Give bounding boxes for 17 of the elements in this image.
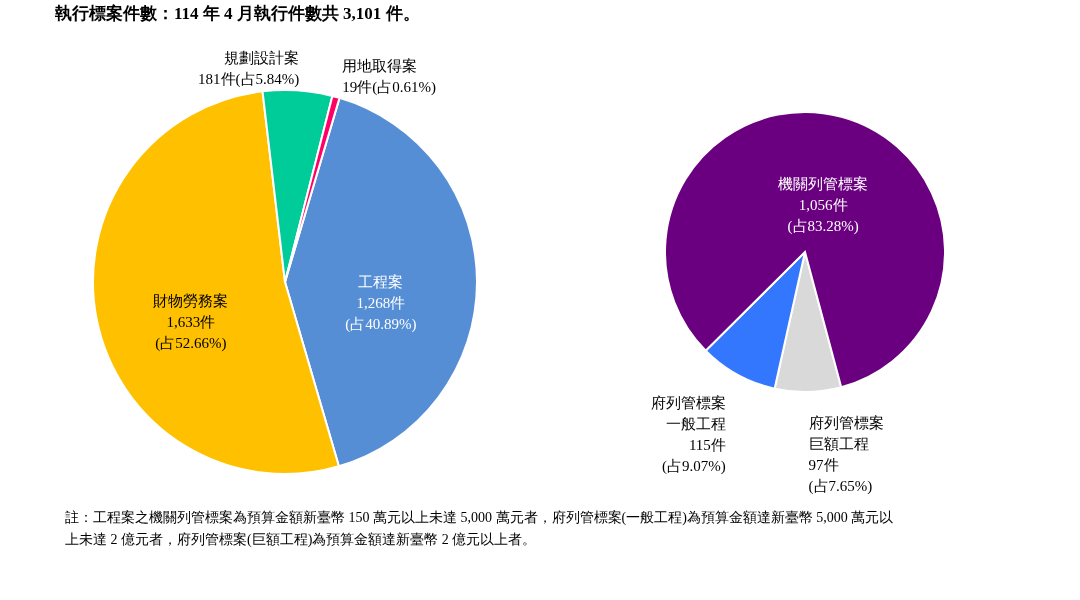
slice-label: 工程案 [358, 274, 404, 291]
data-label: 1,268件 (占40.89%) [345, 295, 417, 334]
data-label: 115件 (占9.07%) [662, 436, 726, 475]
slice-label: 府列管標案一般工程 [650, 394, 726, 432]
text: 註：工程案之機關列管標案為預算金額新臺幣 150 萬元以上未達 5,000 萬元者，府列管標案(一般工程)為預算金額達新臺幣 5,000 萬元以上未達 2 億元者，府列管標案(巨額工程)為預算金額達新臺幣 2 億元以上者。 [65, 509, 894, 548]
slice-label: 府列管標案巨額工程 [808, 414, 884, 452]
slice-label: 用地取得案 [342, 57, 418, 74]
slice-label: 財物勞務案 [153, 293, 229, 310]
data-label: 181件(占5.84%) [198, 71, 300, 89]
slice-label: 規劃設計案 [224, 50, 300, 67]
data-label: 19件(占0.61%) [342, 78, 437, 96]
data-label: 1,056件 (占83.28%) [787, 197, 859, 236]
data-label: 1,633件 (占52.66%) [155, 314, 227, 353]
pie-slice [664, 111, 946, 389]
chart-title: 執行標案件數：114 年 4 月執行件數共 3,101 件。 [54, 3, 420, 23]
slice-label: 機關列管標案 [778, 176, 869, 193]
data-label: 97件 (占7.65%) [808, 456, 873, 495]
